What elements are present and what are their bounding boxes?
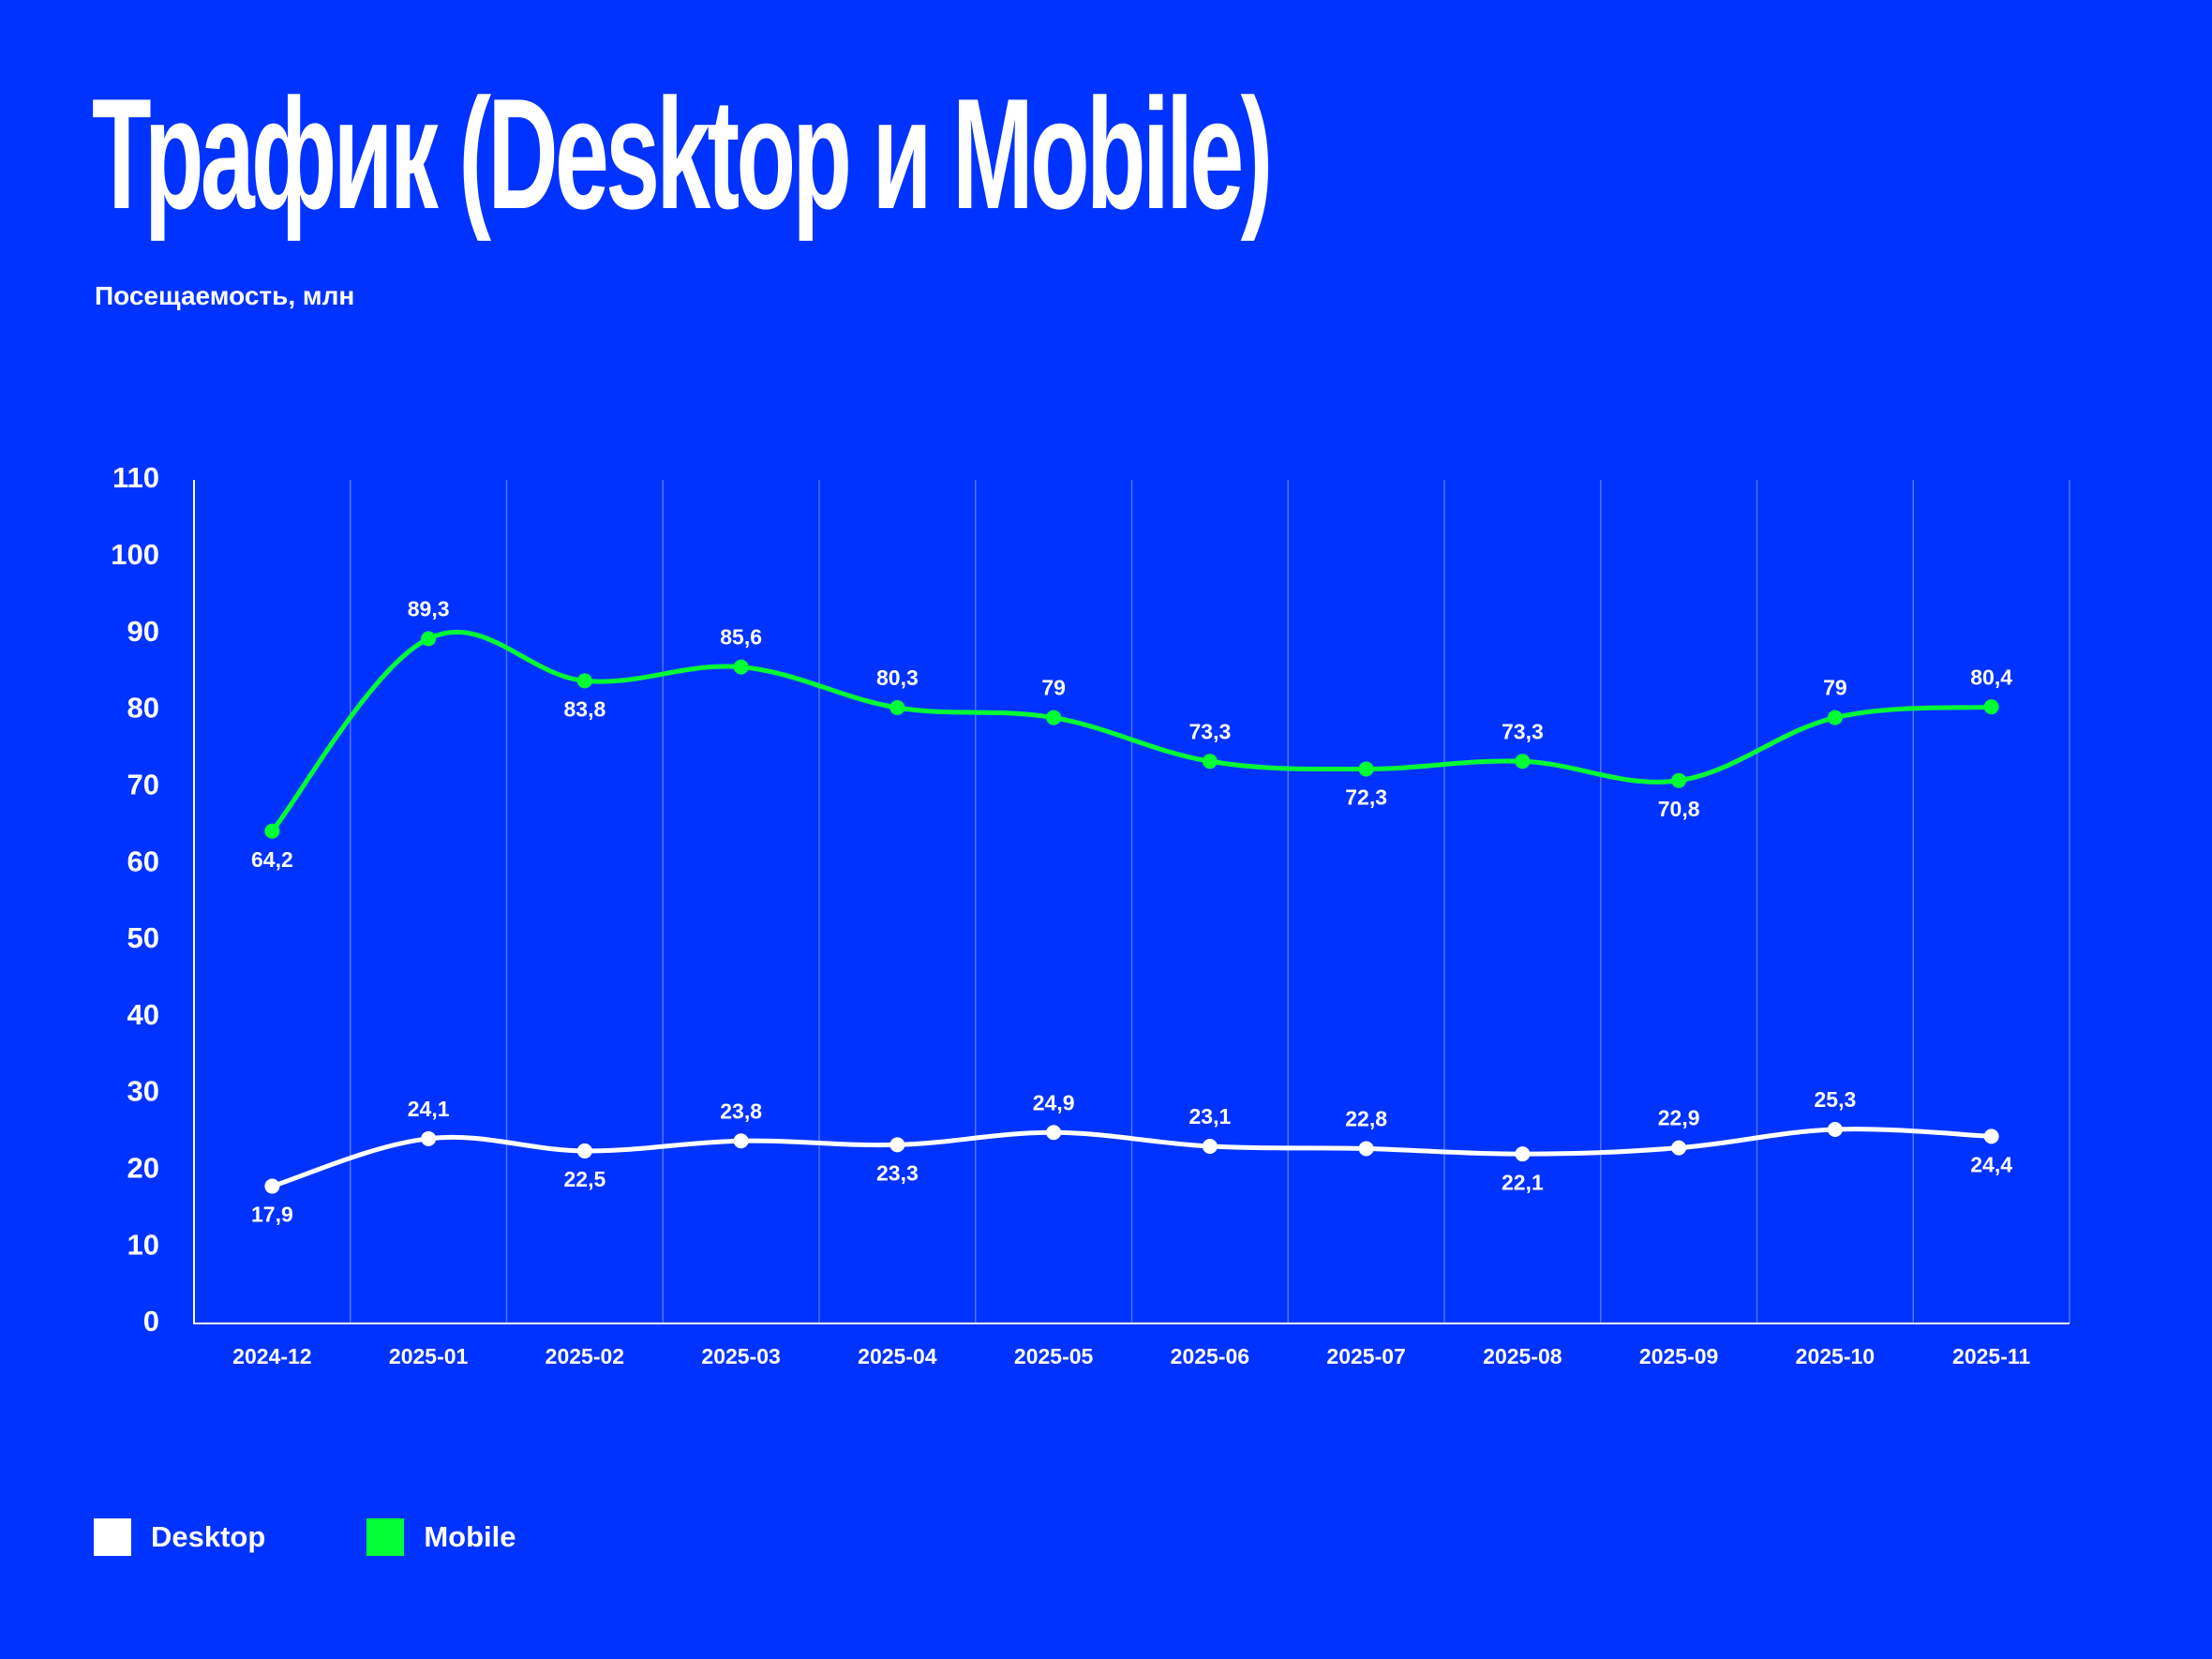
data-label-desktop: 24,4 <box>1970 1152 2012 1176</box>
data-point-mobile <box>1827 710 1843 725</box>
data-point-desktop <box>1046 1125 1062 1141</box>
data-point-desktop <box>1202 1139 1218 1154</box>
data-point-mobile <box>1983 699 1999 715</box>
series-layer <box>264 629 1999 1194</box>
data-point-mobile <box>1671 772 1687 788</box>
line-chart: 0 10 20 30 40 50 60 70 80 90 100 110 2024-12 2025-01 2… <box>111 461 2070 1368</box>
chart-title: Трафик (Desktop и Mobile) <box>92 66 1273 242</box>
y-tick-label: 20 <box>127 1152 159 1185</box>
y-tick-label: 30 <box>127 1075 159 1108</box>
data-label-mobile: 83,8 <box>563 696 605 721</box>
data-point-desktop <box>1983 1128 1999 1144</box>
x-tick-label: 2025-11 <box>1952 1344 2030 1368</box>
data-label-mobile: 80,3 <box>876 665 919 690</box>
data-label-mobile: 70,8 <box>1658 797 1700 821</box>
series-line-desktop <box>269 1127 1995 1189</box>
data-label-desktop: 25,3 <box>1814 1087 1856 1112</box>
y-tick-label: 70 <box>127 768 159 800</box>
x-tick-label: 2025-09 <box>1639 1344 1718 1368</box>
data-label-desktop: 17,9 <box>251 1203 293 1227</box>
legend-item-desktop[interactable]: Desktop <box>94 1518 265 1556</box>
legend-swatch-mobile <box>366 1518 405 1556</box>
data-label-desktop: 23,1 <box>1188 1104 1231 1128</box>
x-tick-label: 2025-06 <box>1171 1344 1249 1368</box>
data-label-mobile: 72,3 <box>1345 785 1387 810</box>
y-tick-label: 60 <box>127 844 159 877</box>
data-label-desktop: 24,1 <box>408 1097 450 1121</box>
data-point-desktop <box>733 1133 749 1149</box>
data-label-mobile: 89,3 <box>408 596 450 620</box>
data-label-desktop: 22,5 <box>563 1167 605 1191</box>
legend-label-desktop: Desktop <box>151 1520 266 1553</box>
data-label-mobile: 80,4 <box>1970 665 2012 689</box>
data-label-desktop: 23,8 <box>720 1099 762 1123</box>
y-tick-label: 10 <box>127 1228 159 1261</box>
x-tick-label: 2025-07 <box>1326 1344 1405 1368</box>
data-point-desktop <box>1671 1140 1687 1156</box>
data-point-desktop <box>1515 1146 1531 1162</box>
x-tick-label: 2025-03 <box>701 1344 780 1368</box>
y-tick-label: 50 <box>127 921 159 954</box>
data-label-mobile: 64,2 <box>251 847 293 872</box>
data-label-desktop: 22,1 <box>1502 1170 1544 1194</box>
data-point-mobile <box>733 659 749 675</box>
grid-layer <box>350 480 2070 1323</box>
data-point-mobile <box>1046 710 1062 725</box>
data-point-desktop <box>889 1137 905 1153</box>
data-point-desktop <box>1358 1141 1374 1157</box>
data-label-mobile: 79 <box>1041 676 1066 700</box>
data-label-mobile: 85,6 <box>720 625 762 650</box>
data-label-desktop: 23,3 <box>876 1160 919 1185</box>
legend: Desktop Mobile <box>94 1518 617 1556</box>
x-tick-label: 2025-04 <box>858 1344 937 1368</box>
data-point-mobile <box>889 700 905 715</box>
data-labels-layer: 17,9 24,1 22,5 23,8 23,3 24,9 23,1 22,8 22,1 22,9… <box>251 596 2012 1226</box>
y-tick-label: 100 <box>111 538 159 571</box>
y-tick-label: 40 <box>127 998 159 1031</box>
x-tick-label: 2025-10 <box>1796 1344 1875 1368</box>
data-point-desktop <box>264 1178 280 1194</box>
legend-item-mobile[interactable]: Mobile <box>366 1518 516 1556</box>
x-tick-label: 2024-12 <box>232 1344 311 1368</box>
legend-label-mobile: Mobile <box>424 1520 516 1553</box>
data-label-mobile: 73,3 <box>1188 719 1231 743</box>
axes-layer: 0 10 20 30 40 50 60 70 80 90 100 110 2024-12 2025-01 2… <box>111 461 2070 1368</box>
data-point-mobile <box>1515 754 1531 770</box>
data-point-desktop <box>1827 1122 1843 1137</box>
chart-subtitle: Посещаемость, млн <box>95 281 355 310</box>
y-tick-label: 90 <box>127 615 159 648</box>
data-point-mobile <box>1358 761 1374 777</box>
x-tick-label: 2025-02 <box>546 1344 624 1368</box>
data-label-desktop: 24,9 <box>1033 1090 1075 1114</box>
data-label-mobile: 73,3 <box>1502 719 1544 743</box>
y-tick-label: 80 <box>127 692 159 725</box>
y-tick-label: 0 <box>143 1305 159 1338</box>
legend-swatch-desktop <box>94 1518 131 1556</box>
x-tick-label: 2025-05 <box>1014 1344 1094 1368</box>
data-label-desktop: 22,8 <box>1345 1107 1387 1131</box>
x-tick-label: 2025-01 <box>389 1344 469 1368</box>
data-point-desktop <box>576 1143 592 1158</box>
data-point-mobile <box>1202 754 1218 770</box>
data-point-mobile <box>264 823 280 839</box>
data-point-desktop <box>421 1130 437 1146</box>
y-tick-label: 110 <box>112 461 159 494</box>
data-label-desktop: 22,9 <box>1658 1106 1700 1130</box>
data-point-mobile <box>421 631 437 647</box>
data-label-mobile: 79 <box>1823 676 1847 700</box>
x-tick-label: 2025-08 <box>1483 1344 1562 1368</box>
data-point-mobile <box>576 673 592 689</box>
